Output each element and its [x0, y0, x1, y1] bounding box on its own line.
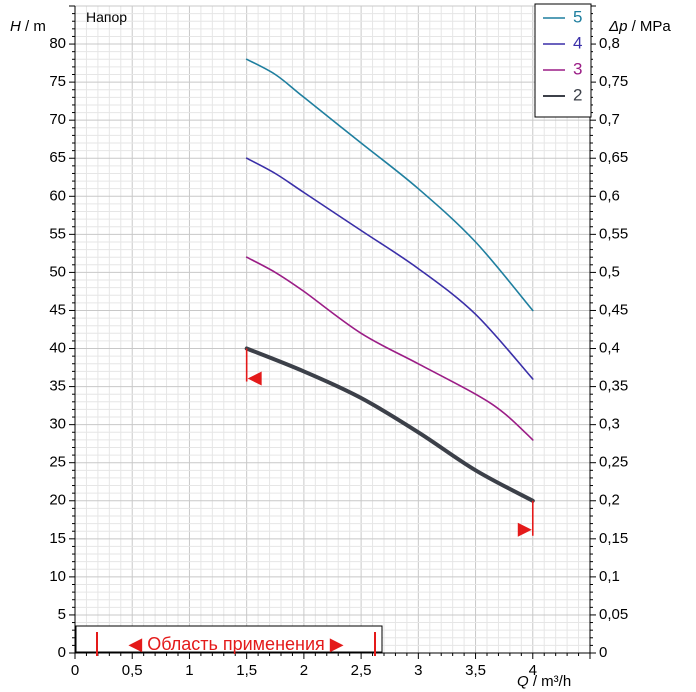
- min-flow-limit-arrow: [247, 371, 262, 386]
- y-tick-label: 10: [49, 568, 66, 585]
- x-tick-label: 0,5: [122, 662, 143, 679]
- y-tick-label: 20: [49, 492, 66, 509]
- series-line-3: [245, 256, 534, 441]
- chart-axes: [69, 5, 596, 659]
- y2-axis-variable: Δp: [608, 18, 627, 35]
- y2-tick-label: 0,05: [599, 606, 628, 623]
- y2-axis-label: Δp / MPa: [608, 18, 671, 35]
- y2-tick-label: 0,25: [599, 454, 628, 471]
- x-tick-label: 2,5: [351, 662, 372, 679]
- chart-grid: [74, 5, 591, 654]
- y2-tick-label: 0,5: [599, 263, 620, 280]
- chart-title: Напор: [86, 9, 127, 25]
- series-line-2: [244, 346, 535, 503]
- y-axis-variable: H: [10, 18, 21, 35]
- y-tick-label: 35: [49, 378, 66, 395]
- y-axis-label: H / m: [10, 18, 46, 35]
- legend-label-3: 3: [573, 59, 582, 78]
- x-axis-variable: Q: [517, 673, 529, 690]
- series-line-5: [245, 58, 534, 312]
- y2-tick-label: 0,45: [599, 301, 628, 318]
- x-axis-label: Q / m³/h: [517, 673, 571, 690]
- y-tick-label: 25: [49, 454, 66, 471]
- x-tick-label: 0: [71, 662, 79, 679]
- y2-tick-label: 0,4: [599, 339, 620, 356]
- y-tick-label: 60: [49, 187, 66, 204]
- tick-labels: 0 0,5 1 1,5 2 2,5 3 3,5 405101520253035404550556…: [49, 35, 628, 679]
- y2-tick-label: 0,3: [599, 416, 620, 433]
- y-tick-label: 5: [58, 606, 66, 623]
- y-tick-label: 40: [49, 339, 66, 356]
- x-axis-unit: / m³/h: [529, 673, 572, 690]
- y2-tick-label: 0,75: [599, 73, 628, 90]
- application-range-box: ◀ Область применения ▶: [75, 625, 383, 656]
- application-range-label: ◀ Область применения ▶: [128, 634, 343, 654]
- max-flow-limit-arrow: [517, 522, 532, 537]
- y2-tick-label: 0,7: [599, 111, 620, 128]
- y-tick-label: 30: [49, 416, 66, 433]
- y-tick-label: 80: [49, 35, 66, 52]
- legend-label-5: 5: [573, 7, 582, 26]
- legend-label-4: 4: [573, 33, 582, 52]
- y-tick-label: 55: [49, 225, 66, 242]
- y-tick-label: 70: [49, 111, 66, 128]
- x-tick-label: 3,5: [465, 662, 486, 679]
- y-tick-label: 15: [49, 530, 66, 547]
- legend-label-2: 2: [573, 85, 582, 104]
- y2-tick-label: 0,1: [599, 568, 620, 585]
- legend-frame: [534, 3, 592, 118]
- y2-tick-label: 0: [599, 644, 607, 661]
- y-tick-label: 50: [49, 263, 66, 280]
- application-range-frame: [75, 625, 383, 653]
- y2-tick-label: 0,6: [599, 187, 620, 204]
- y2-tick-label: 0,35: [599, 378, 628, 395]
- y2-axis-unit: / MPa: [627, 18, 671, 35]
- y2-tick-label: 0,8: [599, 35, 620, 52]
- x-tick-label: 4: [529, 662, 537, 679]
- chart-series: [244, 58, 535, 503]
- y-tick-label: 0: [58, 644, 66, 661]
- x-tick-label: 1: [185, 662, 193, 679]
- x-tick-label: 2: [300, 662, 308, 679]
- y2-tick-label: 0,2: [599, 492, 620, 509]
- y2-tick-label: 0,55: [599, 225, 628, 242]
- y2-tick-label: 0,15: [599, 530, 628, 547]
- x-tick-label: 1,5: [236, 662, 257, 679]
- x-tick-label: 3: [414, 662, 422, 679]
- operating-limit-markers: [245, 348, 534, 537]
- series-line-4: [245, 157, 534, 380]
- chart-legend: 5 4 3 2: [534, 3, 592, 118]
- y-tick-label: 45: [49, 301, 66, 318]
- y2-tick-label: 0,65: [599, 149, 628, 166]
- y-tick-label: 65: [49, 149, 66, 166]
- y-axis-unit: / m: [21, 18, 46, 35]
- y-tick-label: 75: [49, 73, 66, 90]
